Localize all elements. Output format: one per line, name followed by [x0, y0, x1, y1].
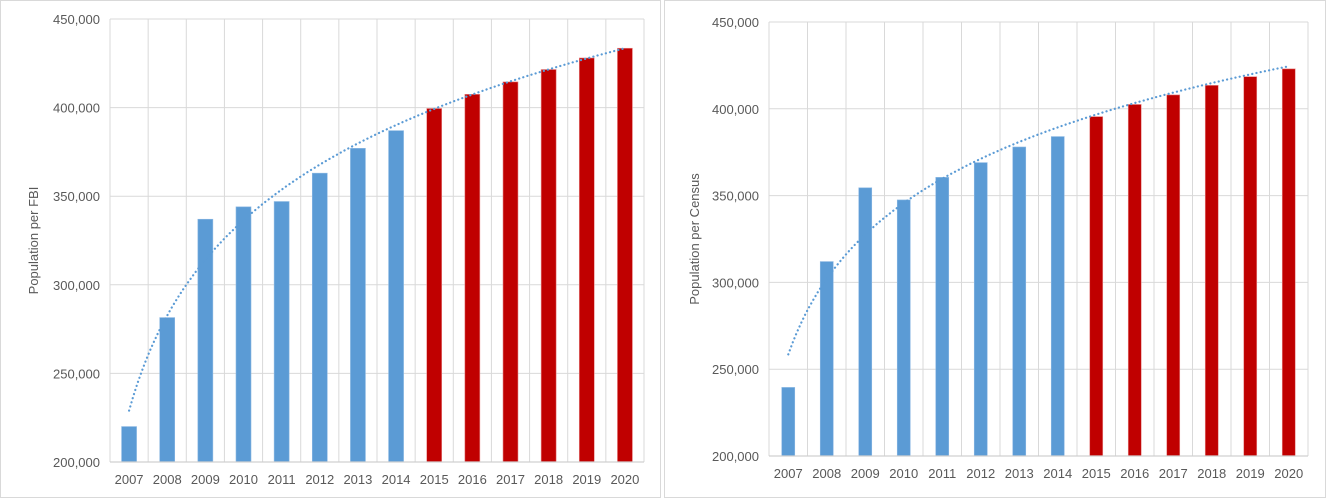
x-tick-label: 2015: [1082, 466, 1111, 481]
bar-2015-projected: [426, 108, 443, 463]
y-tick-label: 300,000: [53, 278, 100, 293]
y-axis-title: Population per Census: [687, 173, 702, 305]
x-tick-label: 2020: [610, 472, 639, 487]
x-tick-label: 2012: [305, 472, 334, 487]
x-tick-label: 2018: [1197, 466, 1226, 481]
bar-2010-historical: [235, 206, 252, 463]
y-tick-label: 400,000: [53, 101, 100, 116]
x-tick-label: 2009: [851, 466, 880, 481]
trendline: [128, 47, 626, 412]
x-tick-label: 2011: [928, 466, 956, 481]
fbi-population-chart-panel: 200,000 250,000 300,000 350,000 400,000 450,0…: [0, 0, 661, 498]
x-tick-label: 2012: [966, 466, 995, 481]
x-tick-label: 2009: [191, 472, 220, 487]
gridlines: [768, 21, 1309, 457]
y-axis-title: Population per FBI: [26, 187, 41, 295]
y-tick-label: 400,000: [712, 102, 759, 117]
bar-2013-historical: [350, 148, 366, 463]
bar-2010-historical: [896, 199, 911, 457]
bar-2012-historical: [973, 162, 988, 457]
bar-2008-historical: [819, 261, 834, 457]
x-tick-label: 2019: [1236, 466, 1265, 481]
y-tick-label: 250,000: [712, 362, 759, 377]
gridlines: [109, 18, 645, 463]
bar-2017-projected: [1166, 94, 1181, 457]
y-tick-label: 250,000: [53, 366, 100, 381]
bar-2007-historical: [781, 387, 796, 457]
census-population-chart-panel: 200,000 250,000 300,000 350,000 400,000 450,0…: [664, 0, 1326, 498]
bar-2018-projected: [1204, 85, 1219, 457]
y-tick-label: 450,000: [712, 15, 759, 30]
bar-2011-historical: [935, 177, 950, 457]
bar-2020-projected: [617, 47, 633, 463]
x-tick-label: 2008: [153, 472, 182, 487]
trendline: [787, 65, 1290, 356]
x-tick-label: 2017: [1159, 466, 1188, 481]
bar-2019-projected: [578, 57, 595, 463]
x-tick-label: 2014: [1043, 466, 1072, 481]
x-tick-label: 2011: [268, 472, 296, 487]
census-population-bar-chart: 200,000 250,000 300,000 350,000 400,000 450,0…: [687, 15, 1309, 481]
x-tick-label: 2020: [1274, 466, 1303, 481]
y-tick-label: 350,000: [53, 189, 100, 204]
x-tick-label: 2015: [420, 472, 449, 487]
x-tick-label: 2016: [458, 472, 487, 487]
bar-2007-historical: [121, 426, 137, 463]
y-tick-label: 300,000: [712, 275, 759, 290]
x-tick-label: 2010: [229, 472, 258, 487]
x-tick-label: 2019: [572, 472, 601, 487]
bar-2016-projected: [464, 94, 481, 463]
x-tick-label: 2007: [115, 472, 144, 487]
bar-2008-historical: [159, 317, 176, 463]
bar-2018-projected: [540, 69, 557, 463]
bar-series: [781, 68, 1296, 457]
bar-2011-historical: [273, 201, 290, 463]
bar-2016-projected: [1127, 104, 1142, 457]
bar-2014-historical: [388, 130, 404, 463]
x-tick-label: 2008: [812, 466, 841, 481]
y-tick-label: 450,000: [53, 12, 100, 27]
bar-2017-projected: [502, 81, 519, 463]
y-tick-label: 200,000: [53, 455, 100, 470]
x-tick-label: 2013: [1005, 466, 1034, 481]
bar-2012-historical: [311, 172, 328, 463]
fbi-population-bar-chart: 200,000 250,000 300,000 350,000 400,000 450,0…: [26, 12, 645, 487]
x-tick-label: 2016: [1120, 466, 1149, 481]
bar-2019-projected: [1243, 76, 1258, 457]
bar-2020-projected: [1281, 68, 1296, 457]
bar-2009-historical: [197, 218, 214, 463]
bar-2015-projected: [1089, 116, 1104, 457]
x-tick-label: 2014: [382, 472, 411, 487]
x-tick-label: 2013: [343, 472, 372, 487]
x-tick-label: 2010: [889, 466, 918, 481]
x-tick-label: 2017: [496, 472, 525, 487]
y-tick-label: 350,000: [712, 189, 759, 204]
bar-2013-historical: [1012, 146, 1027, 457]
x-tick-label: 2018: [534, 472, 563, 487]
y-tick-label: 200,000: [712, 449, 759, 464]
bar-series: [121, 47, 633, 463]
bar-2009-historical: [858, 187, 873, 457]
bar-2014-historical: [1050, 136, 1065, 457]
x-tick-label: 2007: [774, 466, 803, 481]
